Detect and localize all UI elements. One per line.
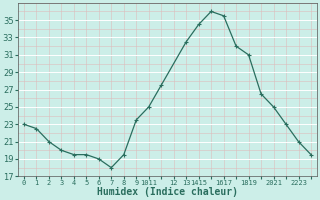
X-axis label: Humidex (Indice chaleur): Humidex (Indice chaleur) (97, 187, 238, 197)
